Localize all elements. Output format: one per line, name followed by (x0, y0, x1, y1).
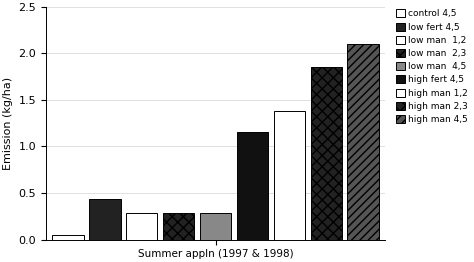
Bar (89, 199, 120, 239)
Legend: control 4,5, low fert 4,5, low man  1,2, low man  2,3, low man  4,5, high fert 4: control 4,5, low fert 4,5, low man 1,2, … (393, 7, 471, 127)
Bar (200, 214, 231, 239)
Bar (273, 111, 305, 239)
Bar (310, 67, 342, 239)
Y-axis label: Emission (kg/ha): Emission (kg/ha) (3, 77, 13, 170)
Bar (237, 133, 268, 239)
Bar (126, 212, 157, 239)
Bar (347, 44, 379, 239)
Bar (163, 214, 194, 239)
Bar (52, 235, 83, 239)
